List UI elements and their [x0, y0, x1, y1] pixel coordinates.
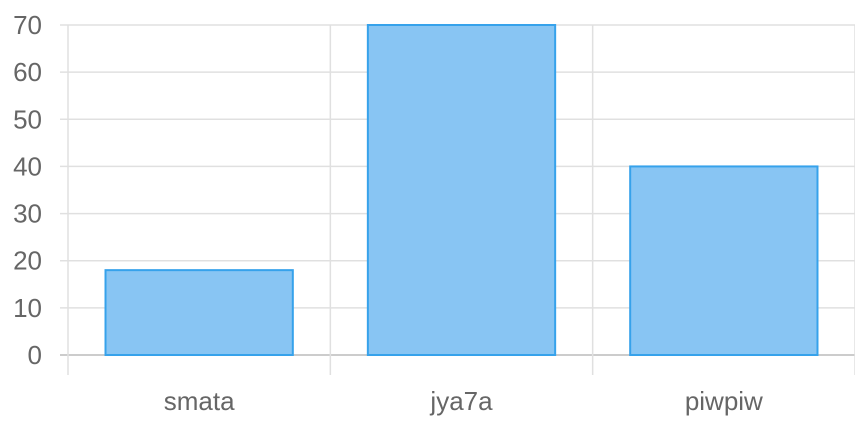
y-tick-label: 10	[13, 293, 42, 323]
x-tick-label: smata	[164, 386, 235, 416]
y-axis: 0 10 20 30 40 50 60 70	[13, 10, 42, 370]
y-tick-label: 0	[28, 340, 42, 370]
y-tick-label: 30	[13, 199, 42, 229]
x-tick-label: piwpiw	[685, 386, 763, 416]
bars	[104, 24, 819, 356]
bar-smata	[104, 269, 294, 356]
bar-piwpiw	[629, 165, 819, 356]
x-axis: smata jya7a piwpiw	[164, 386, 763, 416]
y-tick-label: 70	[13, 10, 42, 40]
bar-jya7a	[366, 24, 557, 356]
y-tick-label: 20	[13, 246, 42, 276]
y-tick-label: 40	[13, 151, 42, 181]
x-tick-label: jya7a	[429, 386, 493, 416]
y-tick-label: 60	[13, 57, 42, 87]
y-tick-label: 50	[13, 104, 42, 134]
